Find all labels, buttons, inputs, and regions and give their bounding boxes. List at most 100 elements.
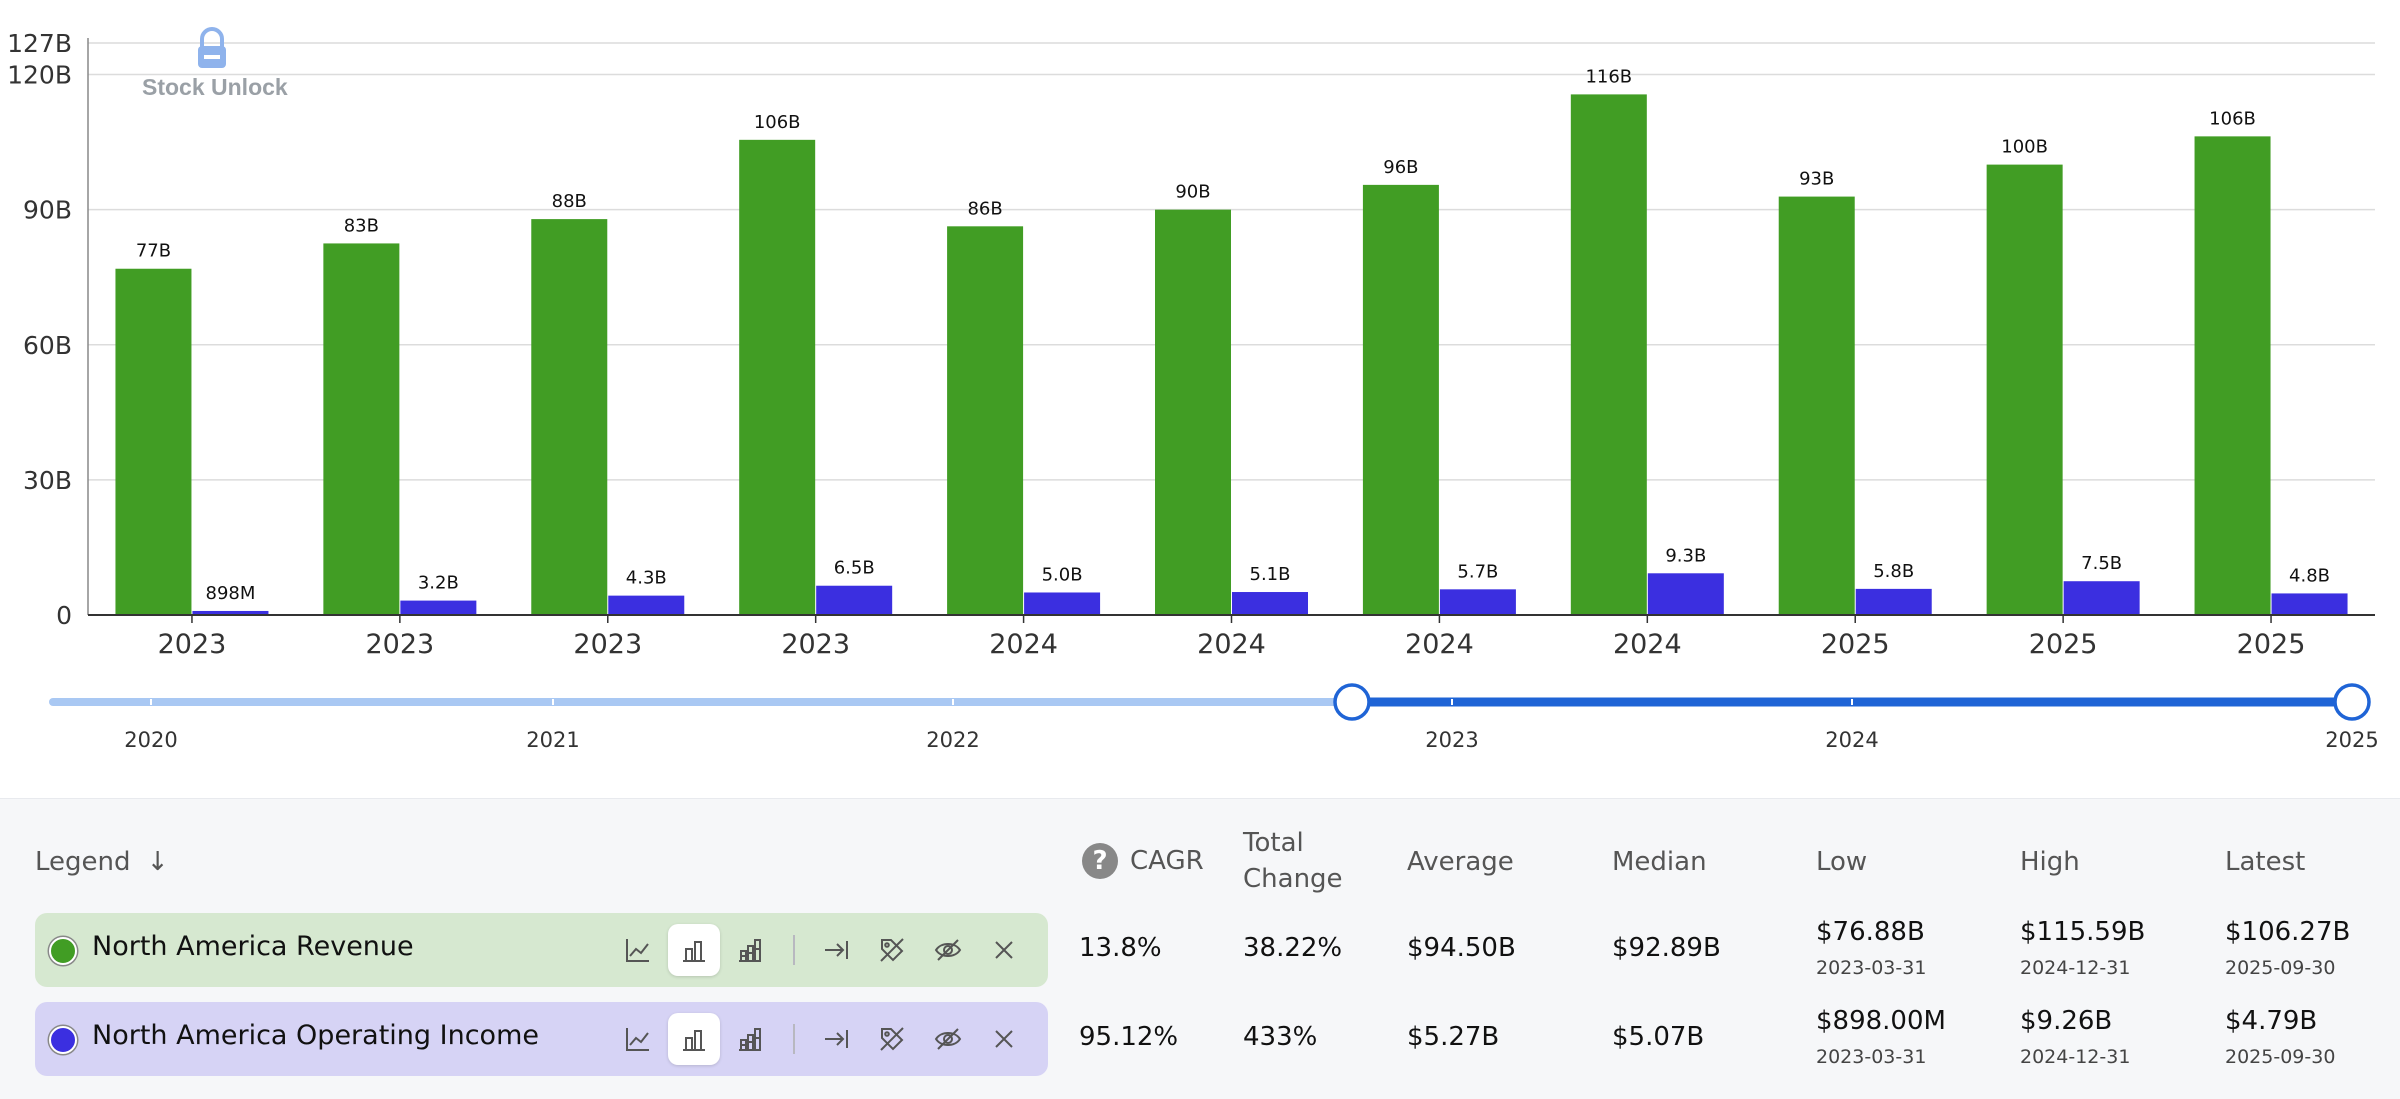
data-label: 83B	[344, 215, 379, 236]
y-axis: 0 30B 60B 90B 120B 127B	[7, 29, 2375, 630]
hide-series-icon[interactable]	[922, 924, 974, 976]
bar[interactable]	[323, 243, 400, 615]
sort-arrow-icon[interactable]: ↓	[146, 847, 169, 877]
line-chart-icon[interactable]	[612, 1013, 664, 1065]
hide-series-icon[interactable]	[922, 1013, 974, 1065]
hide-labels-icon[interactable]	[866, 924, 918, 976]
low-date: 2023-03-31	[1816, 1046, 1927, 1068]
move-axis-icon[interactable]	[810, 924, 862, 976]
low-header: Low	[1816, 847, 1868, 877]
data-label: 7.5B	[2081, 553, 2122, 574]
total-change-header: Total Change	[1243, 825, 1343, 897]
legend-row-revenue[interactable]: North America Revenue	[35, 913, 1048, 987]
remove-series-icon[interactable]	[978, 1013, 1030, 1065]
stacked-bar-icon[interactable]	[724, 924, 776, 976]
data-label: 5.0B	[1042, 564, 1083, 585]
legend-header[interactable]: Legend ↓	[35, 844, 169, 880]
median-header: Median	[1612, 847, 1707, 877]
cagr-value: 13.8%	[1079, 933, 1162, 963]
x-tick-label: 2024	[989, 629, 1058, 660]
x-axis: 2023 2023 2023 2023 2024 2024 2024 2024 2025 2025…	[158, 615, 2305, 660]
bar[interactable]	[1647, 573, 1724, 615]
chart: Stock Unlock 77B 898M 83B 3.2B 88B 4.3B 106B 6.…	[7, 27, 2379, 752]
separator	[793, 1024, 795, 1054]
bar[interactable]	[531, 219, 608, 615]
total-change-line2: Change	[1243, 864, 1343, 894]
bar-chart-icon[interactable]	[668, 1013, 720, 1065]
line-chart-icon[interactable]	[612, 924, 664, 976]
bar[interactable]	[1986, 164, 2063, 615]
timeline-label: 2022	[926, 728, 979, 752]
x-tick-label: 2025	[1821, 629, 1890, 660]
bar[interactable]	[2271, 593, 2348, 615]
bar-chart-icon[interactable]	[668, 924, 720, 976]
data-label: 106B	[754, 112, 801, 133]
average-header: Average	[1407, 847, 1514, 877]
bars: 77B 898M 83B 3.2B 88B 4.3B 106B 6.5B 86B 5.0B 90B 5…	[115, 66, 2348, 616]
separator	[793, 935, 795, 965]
timeline-slider[interactable]: 2020 2021 2022 2023 2024 2025	[49, 683, 2379, 752]
range-start-handle[interactable]	[1333, 683, 1371, 721]
series-name: North America Operating Income	[92, 1020, 539, 1051]
timeline-label: 2020	[124, 728, 177, 752]
series-color-dot[interactable]	[49, 1026, 77, 1054]
cagr-label: CAGR	[1130, 846, 1204, 876]
help-icon[interactable]: ?	[1082, 843, 1118, 879]
data-label: 106B	[2209, 108, 2256, 129]
stacked-bar-icon[interactable]	[724, 1013, 776, 1065]
high-value: $115.59B	[2020, 917, 2146, 947]
low-value: $76.88B	[1816, 917, 1925, 947]
move-axis-icon[interactable]	[810, 1013, 862, 1065]
bar[interactable]	[947, 226, 1024, 615]
bar[interactable]	[739, 139, 816, 615]
timeline-label: 2023	[1425, 728, 1478, 752]
range-end-handle[interactable]	[2333, 683, 2371, 721]
bar[interactable]	[2063, 581, 2140, 615]
latest-value: $106.27B	[2225, 917, 2351, 947]
bar[interactable]	[1855, 588, 1932, 615]
remove-series-icon[interactable]	[978, 924, 1030, 976]
data-label: 898M	[206, 583, 256, 604]
bar[interactable]	[1362, 184, 1439, 615]
bar[interactable]	[1439, 589, 1516, 615]
data-label: 5.1B	[1250, 564, 1291, 585]
cagr-value: 95.12%	[1079, 1022, 1179, 1052]
bar[interactable]	[1570, 94, 1647, 616]
data-label: 86B	[967, 198, 1002, 219]
total-change-value: 433%	[1243, 1022, 1318, 1052]
median-value: $92.89B	[1612, 933, 1721, 963]
bar[interactable]	[115, 268, 192, 615]
bar[interactable]	[1155, 209, 1231, 615]
data-label: 96B	[1383, 157, 1418, 178]
low-value: $898.00M	[1816, 1006, 1946, 1036]
bar[interactable]	[608, 595, 685, 615]
y-tick-label: 120B	[7, 61, 72, 90]
average-value: $5.27B	[1407, 1022, 1500, 1052]
data-label: 90B	[1175, 182, 1210, 203]
bar[interactable]	[816, 585, 893, 615]
bar[interactable]	[192, 610, 269, 615]
latest-value: $4.79B	[2225, 1006, 2318, 1036]
high-date: 2024-12-31	[2020, 957, 2131, 979]
legend-row-operating-income[interactable]: North America Operating Income	[35, 1002, 1048, 1076]
data-label: 5.7B	[1457, 561, 1498, 582]
hide-labels-icon[interactable]	[866, 1013, 918, 1065]
x-tick-label: 2023	[366, 629, 435, 660]
total-change-line1: Total	[1243, 828, 1304, 858]
bar[interactable]	[400, 600, 477, 615]
latest-header: Latest	[2225, 847, 2306, 877]
high-header: High	[2020, 847, 2080, 877]
bar[interactable]	[1024, 592, 1101, 615]
timeline-label: 2024	[1825, 728, 1878, 752]
y-tick-label: 90B	[23, 196, 72, 225]
y-tick-label: 127B	[7, 29, 72, 58]
data-label: 4.8B	[2289, 565, 2330, 586]
series-color-dot[interactable]	[49, 937, 77, 965]
y-tick-label: 0	[56, 601, 72, 630]
bar[interactable]	[1232, 592, 1308, 615]
bar[interactable]	[1778, 196, 1855, 615]
bar[interactable]	[2194, 136, 2271, 615]
latest-date: 2025-09-30	[2225, 1046, 2336, 1068]
high-value: $9.26B	[2020, 1006, 2113, 1036]
data-label: 9.3B	[1665, 545, 1706, 566]
